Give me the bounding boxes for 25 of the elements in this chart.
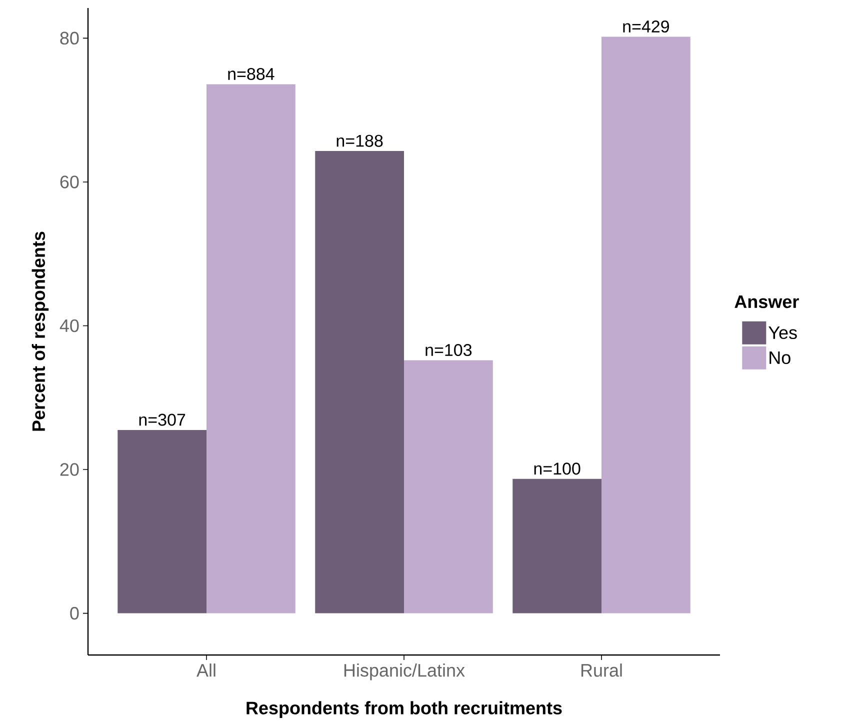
annotation: n=103 [426, 344, 472, 356]
bar [512, 478, 602, 614]
y-tick-label: 0 [70, 606, 79, 620]
bar [315, 151, 404, 614]
annotation: n=100 [534, 462, 580, 475]
legend-title: Answer [734, 296, 799, 308]
y-tick-label: 20 [60, 463, 79, 476]
bar [206, 84, 296, 614]
annotation: n=884 [228, 68, 274, 80]
annotation: n=188 [336, 134, 383, 147]
x-axis-title: Respondents from both recruitments [246, 701, 562, 718]
bar [404, 360, 493, 614]
annotation: n=429 [623, 20, 669, 33]
y-tick-label: 80 [60, 32, 79, 45]
annotation: n=307 [139, 414, 186, 426]
y-axis-title: Percent of respondents [32, 232, 49, 431]
bar [601, 36, 690, 614]
x-tick-label: All [196, 664, 216, 677]
legend-label: Yes [768, 326, 797, 340]
y-tick-label: 60 [60, 176, 79, 188]
bar [118, 430, 206, 614]
legend-label: No [770, 351, 790, 364]
x-tick-label: Rural [581, 664, 622, 677]
y-tick-label: 40 [60, 319, 79, 332]
x-tick-label: Hispanic/Latinx [344, 664, 465, 680]
